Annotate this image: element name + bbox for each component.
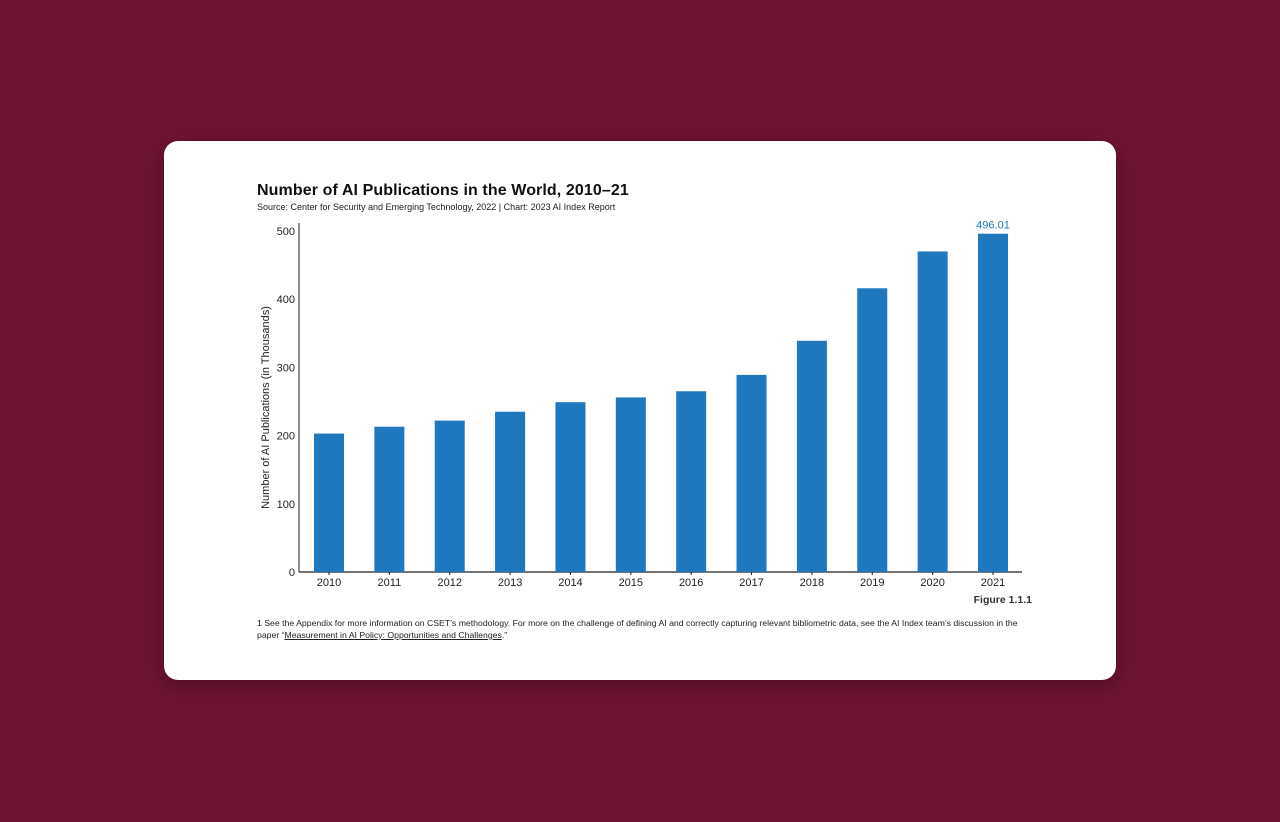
x-tick-label: 2012 <box>437 577 461 589</box>
bar-2016 <box>676 391 707 572</box>
x-tick-label: 2011 <box>378 577 402 589</box>
x-tick-label: 2017 <box>739 577 763 589</box>
bar-2013 <box>495 411 526 572</box>
y-tick-label: 200 <box>277 431 295 443</box>
x-tick-label: 2016 <box>679 577 703 589</box>
y-tick-label: 400 <box>277 294 295 306</box>
x-tick-label: 2010 <box>317 577 341 589</box>
data-label: 496.01 <box>976 220 1010 232</box>
bar-2015 <box>615 397 646 572</box>
y-tick-label: 100 <box>277 499 295 511</box>
chart-source: Source: Center for Security and Emerging… <box>257 202 616 212</box>
figure-label: Figure 1.1.1 <box>973 594 1032 606</box>
chart-title: Number of AI Publications in the World, … <box>257 182 629 199</box>
footnote: 1 See the Appendix for more information … <box>257 617 1037 641</box>
bar-2019 <box>857 288 888 572</box>
bar-2018 <box>796 340 827 572</box>
x-tick-label: 2014 <box>558 577 582 589</box>
bar-2012 <box>434 420 465 572</box>
footnote-suffix: .” <box>501 630 508 640</box>
x-tick-label: 2013 <box>498 577 522 589</box>
y-tick-label: 300 <box>277 362 295 374</box>
bar-2017 <box>736 374 767 572</box>
bar-2010 <box>314 433 344 572</box>
x-tick-label: 2020 <box>920 577 944 589</box>
x-tick-label: 2019 <box>860 577 884 589</box>
y-tick-label: 0 <box>289 567 295 579</box>
y-tick-label: 500 <box>277 226 295 238</box>
footnote-link[interactable]: Measurement in AI Policy: Opportunities … <box>284 630 502 640</box>
x-tick-label: 2015 <box>619 577 643 589</box>
bar-2011 <box>374 426 405 572</box>
footnote-text: 1 See the Appendix for more information … <box>257 618 1018 640</box>
y-axis-label: Number of AI Publications (in Thousands) <box>260 306 272 509</box>
x-tick-label: 2018 <box>800 577 824 589</box>
bar-2021 <box>978 233 1008 572</box>
bar-2014 <box>555 402 586 572</box>
bar-2020 <box>917 251 948 572</box>
x-tick-label: 2021 <box>981 577 1005 589</box>
